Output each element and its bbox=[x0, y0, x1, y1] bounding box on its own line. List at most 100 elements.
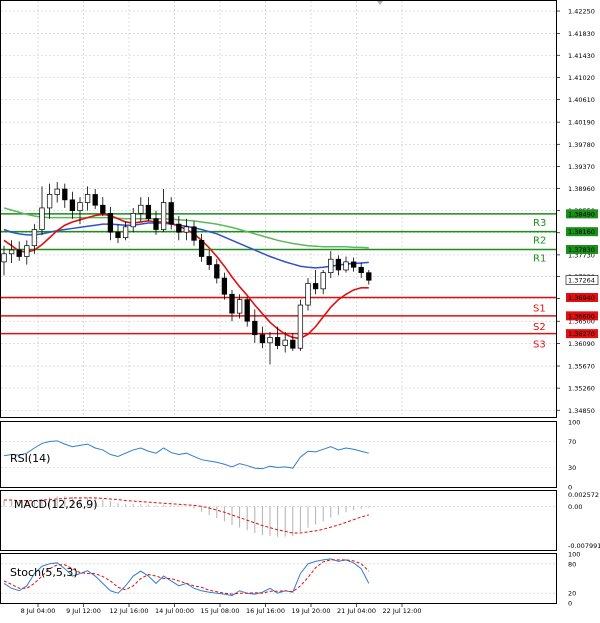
level-price-label-s2: 1.36600 bbox=[568, 312, 595, 320]
candle-body-34 bbox=[259, 334, 266, 344]
candle-body-48 bbox=[366, 272, 372, 281]
price-tick-label-5: 1.40190 bbox=[568, 119, 595, 127]
level-name-s3: S3 bbox=[533, 340, 546, 351]
macd-signal-line bbox=[4, 497, 369, 534]
time-tick-label-1: 9 Jul 12:00 bbox=[66, 607, 101, 615]
candle-body-46 bbox=[350, 261, 357, 268]
price-tick-label-1: 1.41830 bbox=[568, 30, 595, 38]
candle-body-39 bbox=[297, 304, 304, 349]
rsi-line bbox=[3, 440, 369, 470]
level-price-label-r2: 1.38160 bbox=[568, 228, 595, 236]
level-name-s2: S2 bbox=[533, 322, 546, 333]
candle-body-0 bbox=[1, 253, 7, 263]
macd-tick-0: 0.002572 bbox=[568, 491, 599, 499]
time-tick-label-7: 21 Jul 04:00 bbox=[337, 607, 376, 615]
support-resistance-levels bbox=[1, 213, 556, 335]
stoch-tick-3: 0 bbox=[568, 600, 572, 608]
price-tick-label-18: 1.34850 bbox=[568, 407, 595, 415]
macd-tick-2: -0.007991 bbox=[568, 542, 600, 550]
rsi-pane: RSI(14) 100 70 30 0 bbox=[1, 419, 580, 492]
candle-body-12 bbox=[92, 194, 98, 206]
level-price-box-r3 bbox=[566, 209, 598, 219]
price-tick-label-6: 1.39780 bbox=[568, 141, 595, 149]
candlesticks bbox=[1, 182, 372, 365]
stoch-tick-2: 20 bbox=[568, 590, 576, 598]
price-tick-label-0: 1.42250 bbox=[568, 8, 595, 16]
candle-body-7 bbox=[54, 188, 60, 195]
candle-body-40 bbox=[305, 283, 311, 306]
price-tick-label-3: 1.41020 bbox=[568, 74, 595, 82]
candle-body-47 bbox=[358, 266, 364, 274]
candle-body-31 bbox=[236, 299, 243, 314]
candle-body-23 bbox=[176, 223, 182, 233]
current-price-box bbox=[565, 275, 599, 285]
candle-body-15 bbox=[115, 231, 121, 238]
level-price-box-r1 bbox=[566, 244, 598, 254]
level-name-r1: R1 bbox=[533, 253, 546, 264]
candle-body-35 bbox=[267, 337, 273, 344]
rsi-pane-frame bbox=[0, 421, 557, 488]
macd-pane: MACD(12,26,9) 0.002572 0.00 -0.007991 bbox=[1, 491, 600, 550]
stoch-signal-line bbox=[3, 559, 370, 595]
level-name-r2: R2 bbox=[533, 236, 546, 247]
candle-body-19 bbox=[145, 204, 152, 220]
level-price-label-r3: 1.38490 bbox=[568, 210, 595, 218]
candle-body-42 bbox=[320, 272, 326, 290]
candle-body-18 bbox=[138, 204, 144, 214]
candle-body-36 bbox=[274, 337, 281, 346]
candle-body-26 bbox=[198, 239, 205, 257]
time-tick-label-0: 8 Jul 04:00 bbox=[21, 607, 56, 615]
price-tick-label-11: 1.37730 bbox=[568, 251, 595, 259]
candle-body-38 bbox=[290, 339, 296, 349]
current-price-label: 1.37264 bbox=[568, 277, 595, 285]
time-axis: 8 Jul 04:00 9 Jul 12:00 12 Jul 16:00 14 Jul… bbox=[21, 603, 422, 615]
candle-body-41 bbox=[312, 283, 319, 290]
candle-body-28 bbox=[214, 264, 220, 279]
rsi-tick-0: 100 bbox=[568, 419, 580, 427]
candle-body-22 bbox=[168, 202, 174, 225]
candle-body-9 bbox=[69, 199, 76, 211]
price-tick-label-16: 1.35670 bbox=[568, 363, 595, 371]
candle-body-27 bbox=[206, 256, 212, 265]
candle-body-24 bbox=[183, 226, 190, 233]
candle-body-3 bbox=[24, 245, 30, 257]
candle-body-4 bbox=[31, 229, 38, 247]
level-labels: R3 1.38490 R2 1.38160 R1 1.37830 S1 1.36940 S2 1.… bbox=[533, 209, 598, 351]
candle-body-44 bbox=[335, 258, 342, 271]
level-price-box-s3 bbox=[566, 329, 598, 339]
rsi-tick-1: 70 bbox=[568, 438, 576, 446]
candle-body-1 bbox=[8, 249, 15, 255]
stoch-pane-frame bbox=[0, 553, 557, 604]
level-price-box-s2 bbox=[566, 311, 598, 321]
candle-body-43 bbox=[328, 258, 334, 274]
price-tick-label-15: 1.36090 bbox=[568, 340, 595, 348]
time-tick-label-8: 22 Jul 12:00 bbox=[383, 607, 422, 615]
candle-body-20 bbox=[153, 218, 159, 230]
price-tick-label-2: 1.41430 bbox=[568, 52, 595, 60]
candle-body-32 bbox=[244, 299, 250, 322]
macd-label: MACD(12,26,9) bbox=[14, 498, 98, 511]
candle-body-5 bbox=[39, 207, 45, 230]
candle-body-13 bbox=[100, 204, 106, 214]
candle-body-2 bbox=[16, 249, 22, 257]
price-tick-label-8: 1.38960 bbox=[568, 185, 595, 193]
candle-body-10 bbox=[77, 202, 83, 211]
rsi-tick-3: 0 bbox=[568, 484, 572, 492]
level-name-r3: R3 bbox=[533, 218, 546, 229]
level-name-s1: S1 bbox=[533, 303, 546, 314]
price-tick-label-17: 1.35260 bbox=[568, 385, 595, 393]
level-price-box-s1 bbox=[566, 292, 598, 302]
time-tick-label-4: 15 Jul 08:00 bbox=[201, 607, 240, 615]
candle-body-45 bbox=[343, 261, 349, 271]
level-price-label-s3: 1.36270 bbox=[568, 330, 595, 338]
macd-pane-frame bbox=[0, 490, 557, 551]
candle-body-14 bbox=[107, 212, 114, 233]
price-tick-label-4: 1.40610 bbox=[568, 96, 595, 104]
candle-body-21 bbox=[160, 202, 167, 230]
stoch-tick-1: 80 bbox=[568, 560, 576, 568]
candle-body-16 bbox=[122, 226, 129, 238]
grid bbox=[1, 1, 556, 417]
level-price-label-r1: 1.37830 bbox=[568, 246, 595, 254]
